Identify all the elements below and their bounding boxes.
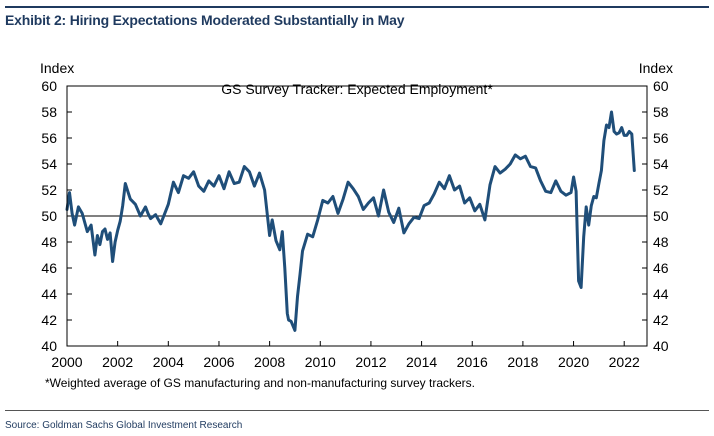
y-tick-label-right: 42: [653, 312, 669, 328]
x-tick-label: 2018: [507, 354, 538, 370]
chart-title: GS Survey Tracker: Expected Employment*: [221, 81, 493, 97]
y-tick-label-left: 50: [41, 208, 57, 224]
footnote: *Weighted average of GS manufacturing an…: [45, 376, 476, 390]
y-tick-label-left: 58: [41, 104, 57, 120]
x-tick-label: 2022: [609, 354, 640, 370]
x-tick-label: 2000: [51, 354, 82, 370]
plot-frame: [66, 85, 648, 347]
x-tick-label: 2014: [406, 354, 437, 370]
x-tick-label: 2020: [558, 354, 589, 370]
x-tick-label: 2010: [305, 354, 336, 370]
y-tick-label-right: 60: [653, 78, 669, 94]
y-tick-label-left: 40: [41, 338, 57, 354]
top-rule: [5, 6, 709, 8]
x-tick-label: 2008: [254, 354, 285, 370]
y-tick-label-left: 60: [41, 78, 57, 94]
x-tick-label: 2006: [203, 354, 234, 370]
y-tick-label-left: 52: [41, 182, 57, 198]
y-tick-label-left: 42: [41, 312, 57, 328]
y-tick-label-left: 46: [41, 260, 57, 276]
y-tick-label-left: 44: [41, 286, 57, 302]
y-tick-label-left: 54: [41, 156, 57, 172]
y-tick-label-right: 46: [653, 260, 669, 276]
series-line-expected-employment: [65, 110, 636, 332]
y-tick-label-right: 50: [653, 208, 669, 224]
x-tick-label: 2016: [457, 354, 488, 370]
bottom-rule: [5, 410, 709, 411]
y-tick-label-left: 48: [41, 234, 57, 250]
y-tick-label-right: 56: [653, 130, 669, 146]
y-axis-unit-right: Index: [639, 60, 673, 76]
y-tick-label-right: 58: [653, 104, 669, 120]
y-tick-label-right: 44: [653, 286, 669, 302]
y-axis-unit-left: Index: [40, 60, 74, 76]
x-tick-label: 2012: [355, 354, 386, 370]
y-tick-label-left: 56: [41, 130, 57, 146]
y-tick-label-right: 54: [653, 156, 669, 172]
y-tick-label-right: 40: [653, 338, 669, 354]
x-tick-label: 2002: [102, 354, 133, 370]
exhibit-title: Exhibit 2: Hiring Expectations Moderated…: [5, 12, 405, 28]
y-tick-label-right: 48: [653, 234, 669, 250]
source-note: Source: Goldman Sachs Global Investment …: [5, 420, 243, 431]
x-tick-label: 2004: [153, 354, 184, 370]
y-tick-label-right: 52: [653, 182, 669, 198]
